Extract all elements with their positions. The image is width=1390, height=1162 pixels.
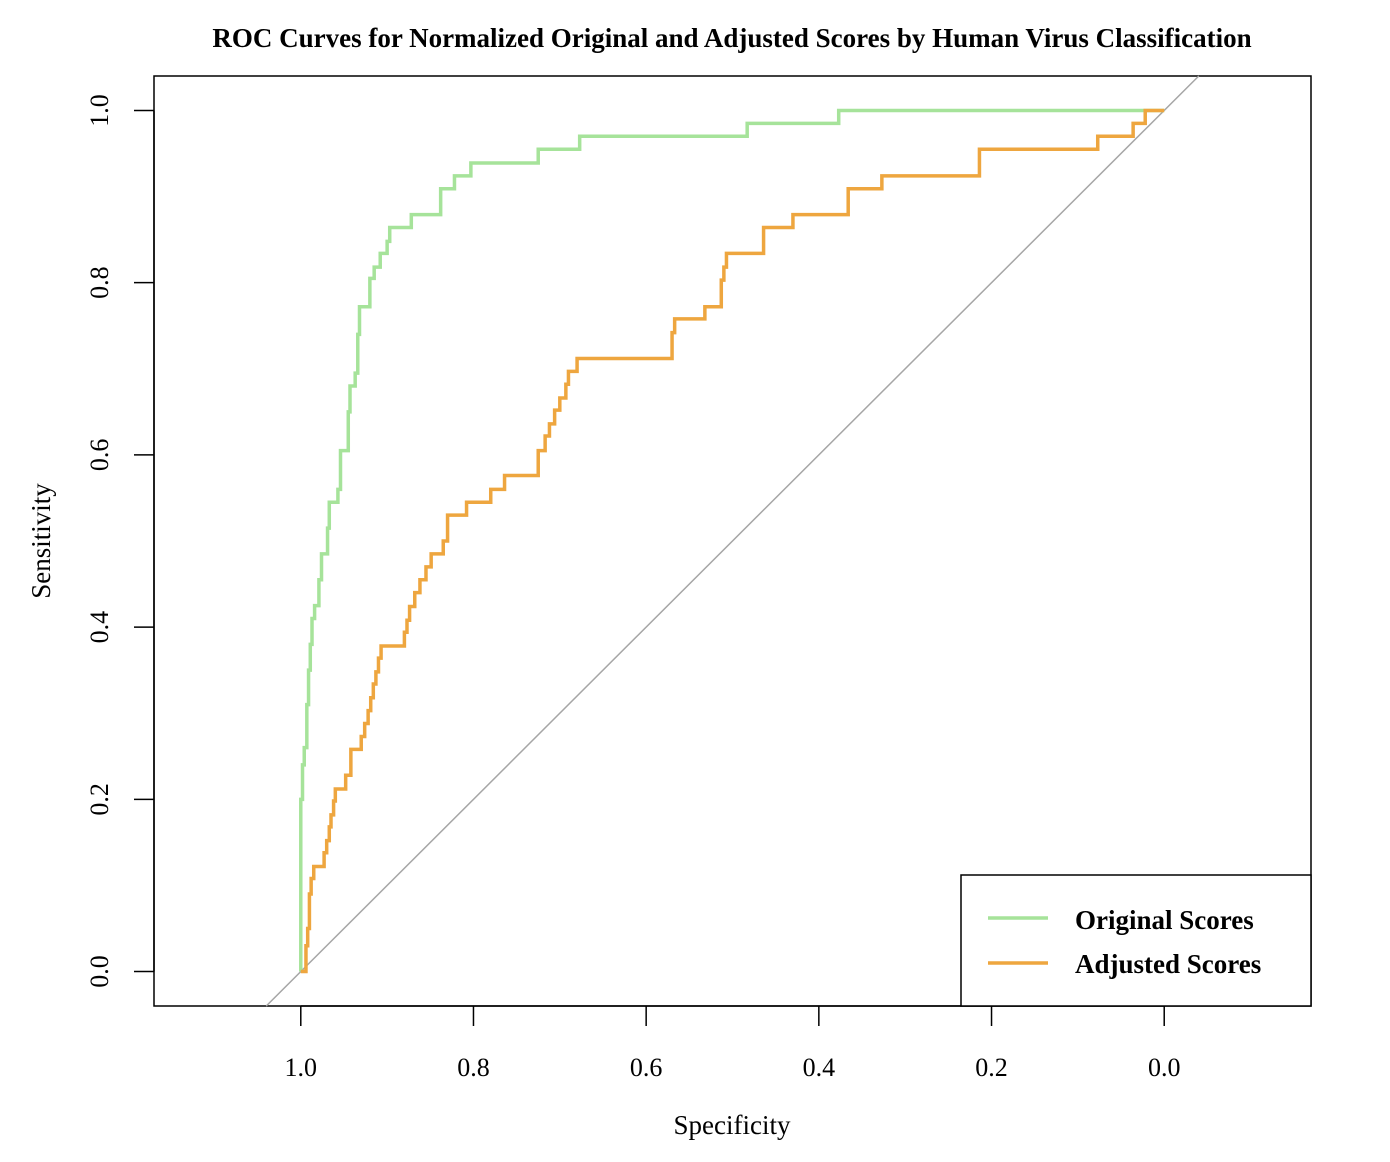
y-axis-title: Sensitivity xyxy=(26,483,56,599)
x-tick-label: 0.2 xyxy=(975,1053,1008,1082)
reference-diagonal xyxy=(265,75,1200,1007)
series-line-original xyxy=(299,108,1165,972)
x-tick-label: 0.6 xyxy=(630,1053,663,1082)
y-tick-label: 0.8 xyxy=(85,266,114,299)
x-axis-title: Specificity xyxy=(674,1110,791,1140)
chart-title: ROC Curves for Normalized Original and A… xyxy=(212,23,1251,53)
x-tick-label: 0.8 xyxy=(457,1053,490,1082)
legend-box xyxy=(960,874,1312,1007)
x-tick-label: 0.0 xyxy=(1148,1053,1181,1082)
legend-label-original: Original Scores xyxy=(1075,905,1254,935)
series-line-adjusted xyxy=(300,108,1165,974)
series-layer xyxy=(299,108,1165,974)
y-tick-label: 0.4 xyxy=(85,611,114,644)
y-tick-label: 1.0 xyxy=(85,94,114,127)
y-tick-label: 0.6 xyxy=(85,439,114,472)
y-tick-label: 0.2 xyxy=(85,783,114,816)
legend: Original Scores Adjusted Scores xyxy=(960,874,1312,1007)
y-tick-label: 0.0 xyxy=(85,955,114,988)
x-tick-label: 1.0 xyxy=(285,1053,318,1082)
x-axis: 1.0 0.8 0.6 0.4 0.2 0.0 xyxy=(285,1005,1181,1082)
legend-label-adjusted: Adjusted Scores xyxy=(1075,949,1261,979)
y-axis: 0.0 0.2 0.4 0.6 0.8 1.0 xyxy=(85,94,155,988)
x-tick-label: 0.4 xyxy=(803,1053,836,1082)
